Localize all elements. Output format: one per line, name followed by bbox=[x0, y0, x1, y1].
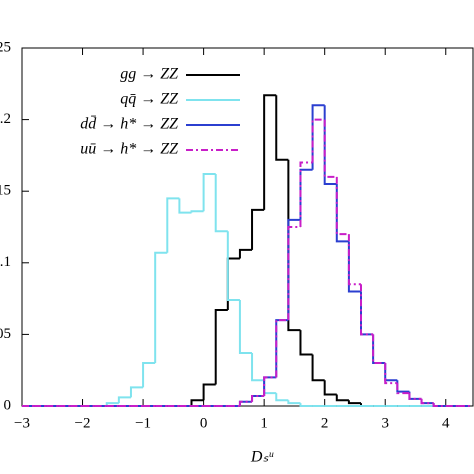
histogram-step bbox=[238, 248, 253, 259]
histogram-step bbox=[347, 400, 362, 405]
legend-label: gg → ZZ bbox=[120, 66, 179, 83]
histogram-step bbox=[154, 251, 168, 364]
histogram-step bbox=[214, 174, 228, 233]
histogram-step bbox=[263, 380, 277, 395]
histogram-step bbox=[335, 394, 349, 402]
histogram-step bbox=[202, 383, 216, 401]
histogram-step bbox=[323, 119, 337, 178]
histogram-step bbox=[129, 386, 144, 398]
histogram-step bbox=[178, 198, 192, 214]
histogram-step bbox=[190, 210, 204, 213]
histogram-step bbox=[323, 380, 337, 396]
histogram-step bbox=[287, 159, 301, 332]
y-tick-label: 0 bbox=[4, 397, 12, 413]
histogram-step bbox=[408, 391, 422, 400]
legend-label: uū → h* → ZZ bbox=[80, 141, 179, 158]
x-tick-label: −3 bbox=[14, 415, 30, 431]
legend-label: qq̄ → ZZ bbox=[120, 91, 179, 108]
legend-label: dd̄ → h* → ZZ bbox=[80, 116, 179, 133]
histogram-step bbox=[275, 319, 289, 378]
histogram-step bbox=[251, 208, 265, 250]
histogram-step bbox=[360, 284, 374, 336]
histogram-step bbox=[384, 363, 398, 382]
x-tick-label: 0 bbox=[200, 415, 208, 431]
histogram-step bbox=[226, 257, 240, 311]
histogram-step bbox=[287, 226, 301, 321]
histogram-step bbox=[251, 394, 265, 402]
histogram-step bbox=[311, 354, 325, 382]
x-tick-label: −1 bbox=[135, 415, 151, 431]
histogram-step bbox=[323, 105, 337, 186]
histogram-step bbox=[142, 362, 156, 388]
histogram-step bbox=[432, 403, 446, 407]
histogram-step bbox=[238, 300, 253, 355]
histogram-step bbox=[408, 393, 422, 400]
histogram-step bbox=[299, 161, 313, 227]
histogram-step bbox=[360, 291, 374, 336]
histogram-step bbox=[335, 184, 349, 243]
y-tick-label: 0.2 bbox=[0, 111, 11, 127]
histogram-step bbox=[287, 218, 301, 321]
histogram-step bbox=[238, 400, 253, 406]
histogram-step bbox=[275, 393, 289, 402]
histogram-step bbox=[396, 380, 410, 393]
histogram-step bbox=[311, 118, 325, 163]
x-tick-label: 3 bbox=[381, 415, 389, 431]
histogram-step bbox=[347, 241, 362, 293]
histogram-step bbox=[166, 197, 180, 253]
histogram-step bbox=[335, 176, 349, 236]
x-tick-label: 2 bbox=[321, 415, 329, 431]
histogram-step bbox=[347, 234, 362, 286]
histogram-step bbox=[275, 95, 289, 161]
histogram-step bbox=[202, 173, 216, 212]
x-tick-label: 1 bbox=[260, 415, 268, 431]
histogram-step bbox=[311, 104, 325, 170]
y-tick-label: 0.1 bbox=[0, 254, 11, 270]
histogram-step bbox=[214, 309, 228, 385]
histogram-step bbox=[396, 383, 410, 395]
histogram-step bbox=[117, 396, 131, 404]
histogram-step bbox=[263, 376, 277, 396]
y-tick-label: 0.05 bbox=[0, 326, 11, 342]
x-tick-label: −2 bbox=[75, 415, 91, 431]
histogram-step bbox=[372, 334, 386, 365]
y-tick-label: 0.15 bbox=[0, 183, 11, 199]
histogram-step bbox=[299, 403, 313, 407]
plot-frame bbox=[21, 47, 474, 407]
x-axis-label: Dₛᵘ bbox=[250, 449, 275, 466]
histogram-step bbox=[420, 398, 434, 405]
histogram-step bbox=[263, 94, 277, 210]
histogram-step bbox=[287, 400, 301, 405]
histogram-step bbox=[299, 330, 313, 356]
histogram-step bbox=[275, 319, 289, 378]
histogram-step bbox=[226, 231, 240, 302]
histogram-step bbox=[299, 168, 313, 220]
x-tick-label: 4 bbox=[442, 415, 450, 431]
y-tick-label: 0.25 bbox=[0, 39, 11, 55]
histogram-step bbox=[190, 399, 204, 406]
histogram-step bbox=[384, 363, 398, 385]
histogram-step bbox=[251, 353, 265, 382]
histogram-step bbox=[372, 334, 386, 365]
